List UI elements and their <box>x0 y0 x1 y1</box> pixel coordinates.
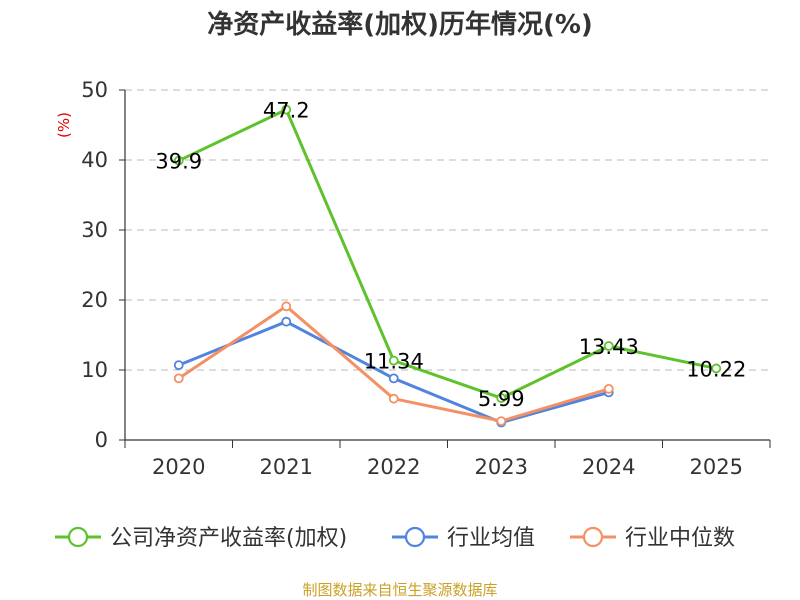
y-tick-label: 20 <box>81 288 108 312</box>
x-tick-label: 2021 <box>260 455 313 479</box>
legend-label: 公司净资产收益率(加权) <box>110 526 347 551</box>
data-label: 39.9 <box>155 150 202 174</box>
y-tick-label: 40 <box>81 148 108 172</box>
legend-item[interactable]: 公司净资产收益率(加权) <box>55 526 347 551</box>
chart-title: 净资产收益率(加权)历年情况(%) <box>207 9 593 40</box>
series-line <box>178 108 717 400</box>
data-point[interactable] <box>388 373 399 384</box>
data-point[interactable] <box>603 383 614 394</box>
source-note: 制图数据来自恒生聚源数据库 <box>302 581 497 599</box>
legend-item[interactable]: 行业中位数 <box>570 526 735 551</box>
y-tick-label: 50 <box>81 78 108 102</box>
x-tick-label: 2020 <box>152 455 205 479</box>
axes: 0 10 20 30 40 50 2020 2021 2022 2023 2024 2025 <box>81 78 771 479</box>
data-point[interactable] <box>281 316 292 327</box>
data-point[interactable] <box>173 360 184 371</box>
data-label: 10.22 <box>686 357 746 381</box>
legend-label: 行业均值 <box>447 526 535 551</box>
data-point[interactable] <box>496 393 507 403</box>
legend-label: 行业中位数 <box>625 526 735 551</box>
data-point[interactable] <box>388 355 399 366</box>
data-label: 47.2 <box>263 99 310 123</box>
y-axis-label: (%) <box>55 112 73 138</box>
y-tick-label: 30 <box>81 218 108 242</box>
data-point[interactable] <box>281 301 292 312</box>
legend[interactable]: 公司净资产收益率(加权) 行业均值 行业中位数 <box>55 526 735 551</box>
legend-marker-icon <box>404 526 426 548</box>
data-label: 13.43 <box>579 335 639 359</box>
legend-marker-icon <box>582 526 604 548</box>
x-tick-label: 2023 <box>475 455 528 479</box>
data-point[interactable] <box>173 155 184 166</box>
data-label: 5.99 <box>478 387 525 411</box>
data-point[interactable] <box>388 393 399 404</box>
grid-lines <box>125 89 770 371</box>
y-tick-label: 10 <box>81 358 108 382</box>
y-tick-label: 0 <box>95 428 108 452</box>
data-point[interactable] <box>603 341 614 351</box>
data-point[interactable] <box>496 416 507 427</box>
data-point[interactable] <box>711 363 722 374</box>
x-tick-label: 2025 <box>690 455 743 479</box>
legend-marker-icon <box>67 526 89 548</box>
data-point[interactable] <box>281 104 292 115</box>
data-label: 11.34 <box>364 350 424 374</box>
series-group <box>173 104 722 428</box>
x-tick-label: 2022 <box>367 455 420 479</box>
x-tick-label: 2024 <box>582 455 635 479</box>
legend-item[interactable]: 行业均值 <box>392 526 535 551</box>
data-point[interactable] <box>173 373 184 384</box>
data-labels: 39.9 47.2 11.34 5.99 13.43 10.22 <box>155 99 746 411</box>
